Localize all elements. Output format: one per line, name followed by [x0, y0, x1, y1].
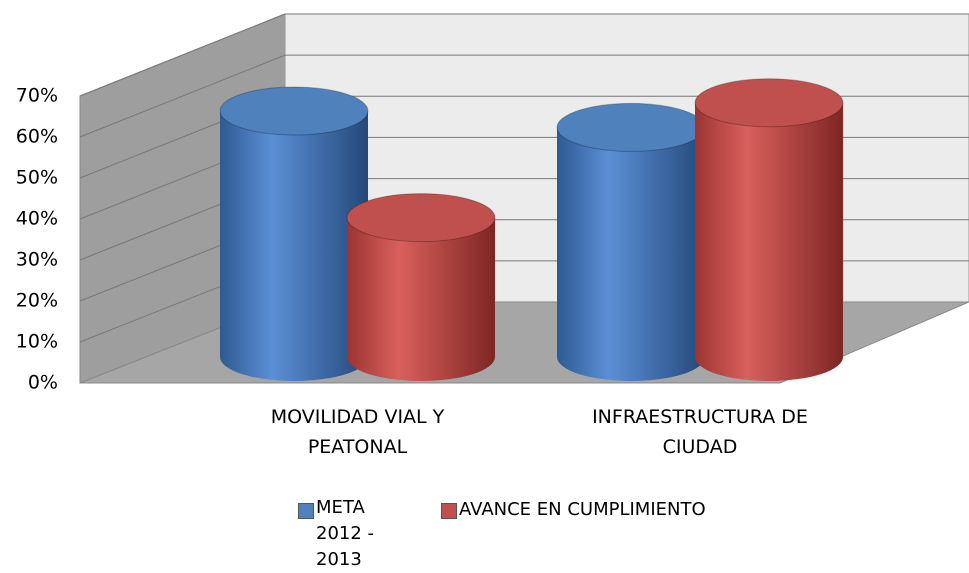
y-tick-label: 60% [16, 126, 58, 148]
legend-swatch [441, 503, 457, 519]
cylinder-body [557, 127, 705, 382]
y-tick-label: 0% [28, 372, 58, 394]
cylinder-bar [219, 86, 369, 381]
grid-line [79, 54, 286, 138]
y-tick-label: 20% [16, 290, 58, 312]
y-tick-label: 70% [16, 85, 58, 107]
chart-canvas: 0% 10% 20% 30% 40% 50% 60% 70% [16, 13, 969, 394]
y-tick-label: 50% [16, 167, 58, 189]
legend-swatch [298, 503, 314, 519]
cylinder-top [219, 86, 369, 136]
chart: 0% 10% 20% 30% 40% 50% 60% 70% MOVILIDAD VIAL Y… [16, 13, 969, 570]
y-tick-label: 30% [16, 249, 58, 271]
cylinder-body [347, 217, 495, 381]
cylinder-top [556, 102, 706, 152]
cylinder-bar [346, 193, 496, 381]
legend-label: AVANCE EN CUMPLIMIENTO [459, 499, 706, 520]
y-tick-label: 40% [16, 208, 58, 230]
cylinder-bar [556, 102, 706, 382]
legend-label: META 2012 - 2013 [316, 497, 375, 570]
cylinder-top [346, 193, 496, 243]
x-tick-label: INFRAESTRUCTURA DE CIUDAD [592, 406, 808, 458]
cylinder-body [695, 102, 843, 382]
cylinder-top [694, 78, 844, 128]
x-tick-label: MOVILIDAD VIAL Y PEATONAL [270, 406, 445, 458]
cylinder-bar [694, 78, 844, 382]
cylinder-body [220, 111, 368, 381]
grid-line [79, 13, 286, 97]
y-tick-label: 10% [16, 331, 58, 353]
